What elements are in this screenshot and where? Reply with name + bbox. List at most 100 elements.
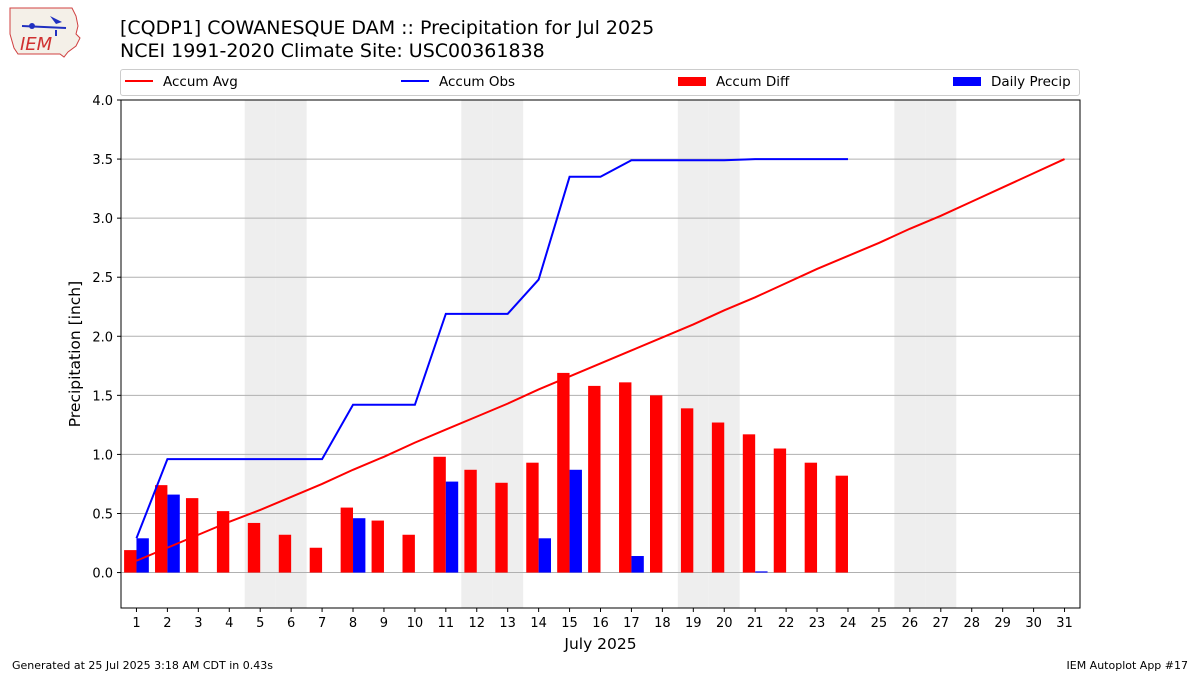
- y-tick-label: 3.0: [92, 212, 113, 227]
- x-tick-label: 8: [349, 616, 357, 631]
- accum-diff-bar: [155, 485, 168, 573]
- x-tick-label: 5: [256, 616, 264, 631]
- x-tick-label: 20: [716, 616, 733, 631]
- x-tick-label: 14: [530, 616, 547, 631]
- x-tick-label: 22: [778, 616, 795, 631]
- legend-label-obs: Accum Obs: [439, 74, 516, 90]
- accum-diff-bar: [216, 511, 230, 573]
- x-axis-label: July 2025: [563, 635, 636, 653]
- accum-diff-bar: [124, 550, 137, 573]
- legend-label-avg: Accum Avg: [163, 74, 238, 90]
- x-tick-label: 12: [468, 616, 485, 631]
- y-tick-label: 4.0: [92, 94, 113, 109]
- y-tick-label: 2.0: [92, 330, 113, 345]
- iem-logo: IEM: [6, 4, 82, 64]
- accum-diff-bar: [649, 395, 663, 573]
- x-tick-label: 11: [438, 616, 455, 631]
- accum-diff-bar: [711, 422, 725, 573]
- legend-swatch-diff: [678, 76, 706, 86]
- legend-swatch-daily: [953, 76, 981, 86]
- accum-diff-bar: [433, 456, 446, 573]
- daily-precip-bar: [136, 538, 149, 573]
- y-tick-label: 3.5: [92, 153, 113, 168]
- x-tick-label: 30: [1025, 616, 1042, 631]
- x-tick-label: 25: [871, 616, 888, 631]
- accum-diff-bar: [464, 469, 477, 573]
- accum-diff-bar: [804, 462, 818, 573]
- footer-generated: Generated at 25 Jul 2025 3:18 AM CDT in …: [12, 659, 273, 672]
- daily-precip-bar: [167, 494, 180, 573]
- x-tick-label: 27: [933, 616, 950, 631]
- weekend-shade-band: [275, 100, 307, 608]
- accum-diff-bar: [247, 522, 261, 573]
- x-tick-label: 29: [994, 616, 1011, 631]
- weekend-shade-band: [925, 100, 957, 608]
- x-tick-label: 9: [380, 616, 388, 631]
- y-tick-label: 0.0: [92, 567, 113, 582]
- bars: [124, 372, 848, 573]
- chart-title: [CQDP1] COWANESQUE DAM :: Precipitation …: [120, 17, 655, 39]
- legend: Accum Avg Accum Obs Accum Diff Daily Pre…: [120, 69, 1080, 96]
- accum-diff-bar: [340, 507, 354, 573]
- x-tick-label: 15: [561, 616, 578, 631]
- x-tick-label: 18: [654, 616, 671, 631]
- y-tick-label: 0.5: [92, 507, 113, 522]
- x-tick-label: 23: [809, 616, 826, 631]
- footer-app: IEM Autoplot App #17: [1066, 659, 1189, 672]
- legend-item-obs: Accum Obs: [401, 74, 515, 90]
- accum-diff-bar: [680, 408, 694, 573]
- accum-obs-line: [135, 158, 848, 539]
- daily-precip-bar: [569, 469, 582, 573]
- weekend-shading: [244, 100, 957, 608]
- logo-text: IEM: [20, 34, 53, 55]
- daily-precip-bar: [755, 571, 768, 573]
- accum-diff-bar: [835, 475, 848, 573]
- x-tick-label: 3: [194, 616, 202, 631]
- accum-diff-bar: [742, 434, 756, 573]
- accum-diff-bar: [185, 498, 199, 573]
- y-tick-label: 2.5: [92, 271, 113, 286]
- x-tick-label: 6: [287, 616, 295, 631]
- y-axis-label: Precipitation [inch]: [66, 281, 84, 427]
- accum-diff-bar: [557, 372, 570, 573]
- legend-item-avg: Accum Avg: [125, 74, 238, 90]
- x-tick-label: 17: [623, 616, 640, 631]
- accum-diff-bar: [495, 482, 508, 573]
- daily-precip-bar: [538, 538, 552, 573]
- lines: [135, 158, 1065, 562]
- x-tick-label: 26: [902, 616, 919, 631]
- accum-avg-line: [136, 158, 1065, 562]
- x-tick-label: 24: [840, 616, 857, 631]
- legend-label-diff: Accum Diff: [716, 74, 790, 90]
- daily-precip-bar: [445, 481, 459, 573]
- accum-diff-bar: [402, 534, 415, 573]
- legend-item-diff: Accum Diff: [678, 74, 789, 90]
- x-tick-label: 2: [163, 616, 171, 631]
- x-tick-label: 7: [318, 616, 326, 631]
- accum-diff-bar: [526, 462, 539, 573]
- x-tick-label: 28: [963, 616, 980, 631]
- y-tick-label: 1.0: [92, 448, 113, 463]
- accum-diff-bar: [619, 382, 632, 573]
- weekend-shade-band: [894, 100, 926, 608]
- legend-swatch-obs: [401, 80, 429, 82]
- legend-item-daily: Daily Precip: [953, 74, 1071, 90]
- accum-diff-bar: [588, 385, 601, 573]
- legend-label-daily: Daily Precip: [991, 74, 1071, 90]
- x-tick-label: 31: [1056, 616, 1073, 631]
- x-tick-label: 13: [499, 616, 516, 631]
- x-tick-label: 1: [132, 616, 140, 631]
- legend-swatch-avg: [125, 80, 153, 82]
- daily-precip-bar: [631, 556, 644, 573]
- accum-diff-bar: [278, 534, 292, 573]
- x-tick-label: 10: [407, 616, 424, 631]
- accum-diff-bar: [309, 547, 323, 573]
- x-tick-label: 21: [747, 616, 764, 631]
- x-tick-label: 4: [225, 616, 233, 631]
- y-tick-label: 1.5: [92, 389, 113, 404]
- axes: 0.00.51.01.52.02.53.03.54.01 2 3 4 5 6 7 8 9 10 11…: [92, 94, 1072, 631]
- accum-diff-bar: [371, 520, 384, 573]
- chart-subtitle: NCEI 1991-2020 Climate Site: USC00361838: [120, 40, 545, 62]
- daily-precip-bar: [353, 518, 366, 573]
